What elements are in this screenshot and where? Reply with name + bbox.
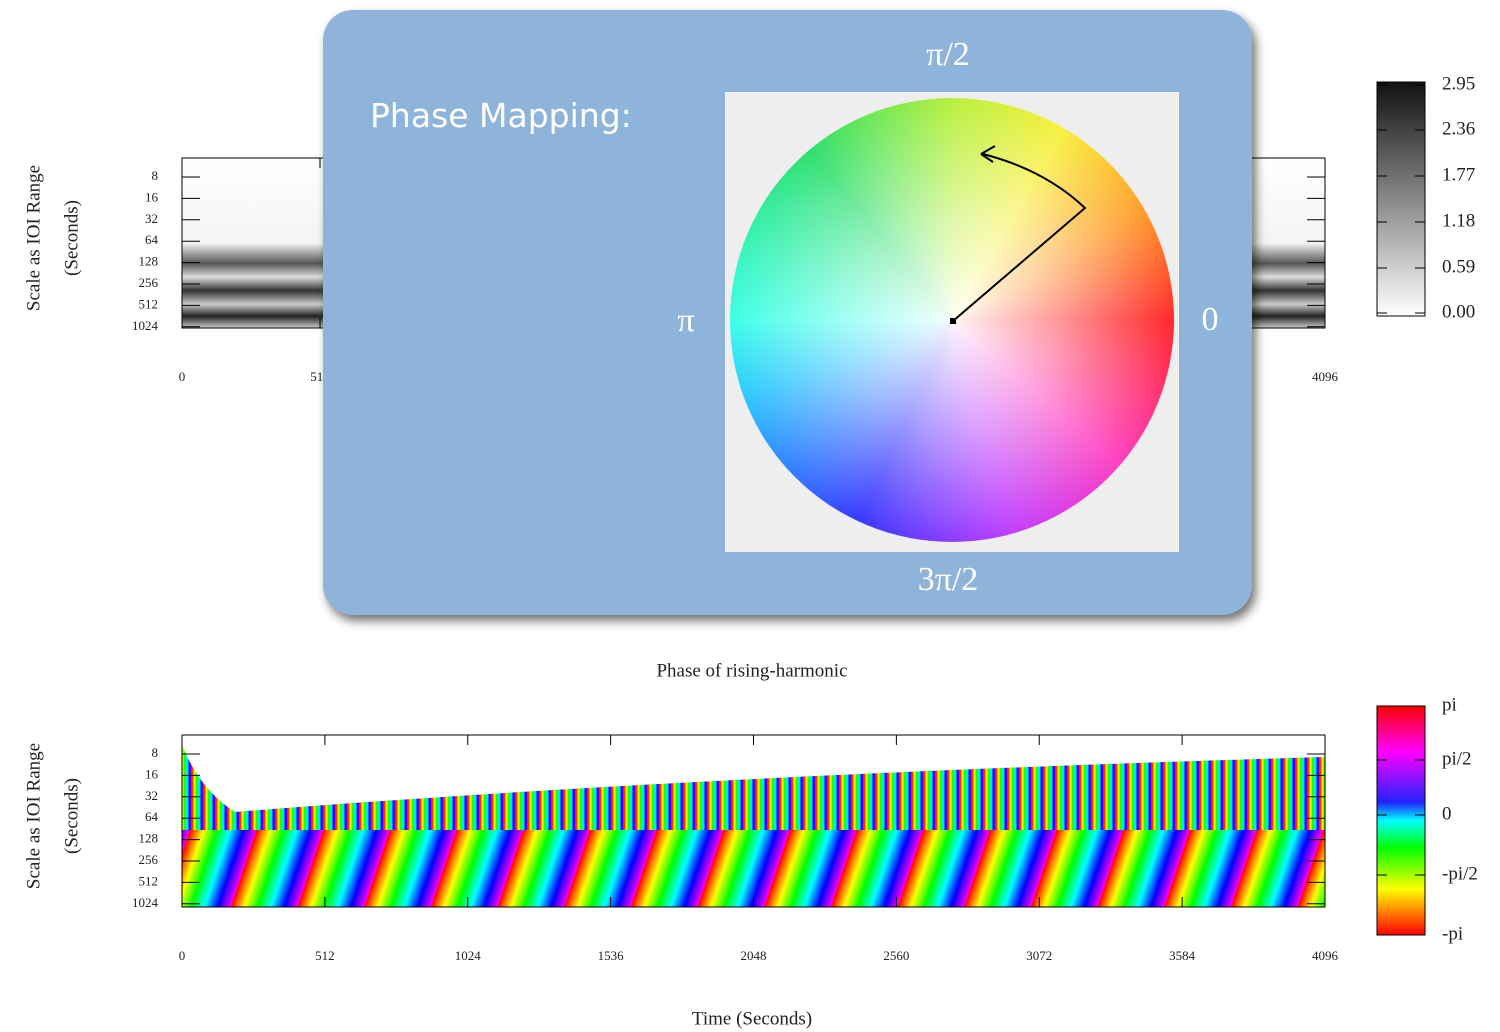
x-tick-label: 2048 <box>741 948 767 963</box>
y-axis-label: (Seconds) <box>61 778 82 854</box>
y-tick-label: 64 <box>145 809 159 824</box>
y-tick-label: 1024 <box>132 318 159 333</box>
y-axis-label: (Seconds) <box>61 200 82 276</box>
angle-label: 0 <box>1201 301 1219 338</box>
y-tick-label: 32 <box>145 788 158 803</box>
phase-heatmap-mask <box>182 735 1325 812</box>
colorbar <box>1376 81 1426 317</box>
y-tick-label: 128 <box>139 831 159 846</box>
y-tick-label: 64 <box>145 232 159 247</box>
x-tick-label: 4096 <box>1312 948 1339 963</box>
y-tick-label: 128 <box>139 254 159 269</box>
y-tick-label: 1024 <box>132 895 159 910</box>
colorbar-tick-label: 2.36 <box>1442 118 1475 139</box>
chart-title: Phase of rising-harmonic <box>656 660 847 681</box>
y-tick-label: 8 <box>152 745 159 760</box>
colorbar-tick-label: pi <box>1442 694 1457 715</box>
color-wheel-panel <box>725 92 1179 552</box>
y-tick-label: 8 <box>152 168 159 183</box>
x-tick-label: 1024 <box>455 948 482 963</box>
phase-arrow <box>950 145 1087 324</box>
y-tick-label: 32 <box>145 211 158 226</box>
x-tick-label: 4096 <box>1312 369 1339 384</box>
angle-label: π <box>677 302 695 339</box>
y-axis-label: Scale as IOI Range <box>23 165 44 311</box>
colorbar-tick-label: pi/2 <box>1442 748 1472 769</box>
phase-heatmap-lower <box>182 830 1325 907</box>
y-tick-label: 512 <box>139 296 159 311</box>
colorbar-tick-label: -pi/2 <box>1442 863 1478 884</box>
angle-label: π/2 <box>926 36 970 73</box>
x-tick-label: 2560 <box>883 948 909 963</box>
x-tick-label: 1536 <box>598 948 625 963</box>
colorbar-tick-label: 0.59 <box>1442 256 1475 277</box>
colorbar-tick-label: 2.95 <box>1442 73 1475 94</box>
y-tick-label: 512 <box>139 873 159 888</box>
x-tick-label: 3584 <box>1169 948 1196 963</box>
x-axis-label: Time (Seconds) <box>692 1008 812 1029</box>
phase-mapping-callout: Phase Mapping: π/2 π 0 3π/2 <box>323 10 1252 615</box>
x-tick-label: 3072 <box>1026 948 1052 963</box>
callout-title: Phase Mapping: <box>370 96 632 135</box>
colorbar-tick-label: 0.00 <box>1442 301 1475 322</box>
colorbar-tick-label: 1.77 <box>1442 164 1475 185</box>
y-tick-label: 256 <box>139 275 159 290</box>
x-tick-label: 0 <box>179 369 186 384</box>
y-tick-label: 256 <box>139 852 159 867</box>
x-tick-label: 512 <box>315 948 335 963</box>
y-axis-label: Scale as IOI Range <box>23 743 44 889</box>
angle-label: 3π/2 <box>917 561 979 598</box>
colorbar-tick-label: -pi <box>1442 923 1463 944</box>
colorbar-tick-label: 1.18 <box>1442 210 1475 231</box>
y-tick-label: 16 <box>145 189 159 204</box>
y-tick-label: 16 <box>145 766 159 781</box>
x-tick-label: 0 <box>179 948 186 963</box>
colorbar <box>1376 705 1426 936</box>
colorbar-tick-label: 0 <box>1442 803 1452 824</box>
